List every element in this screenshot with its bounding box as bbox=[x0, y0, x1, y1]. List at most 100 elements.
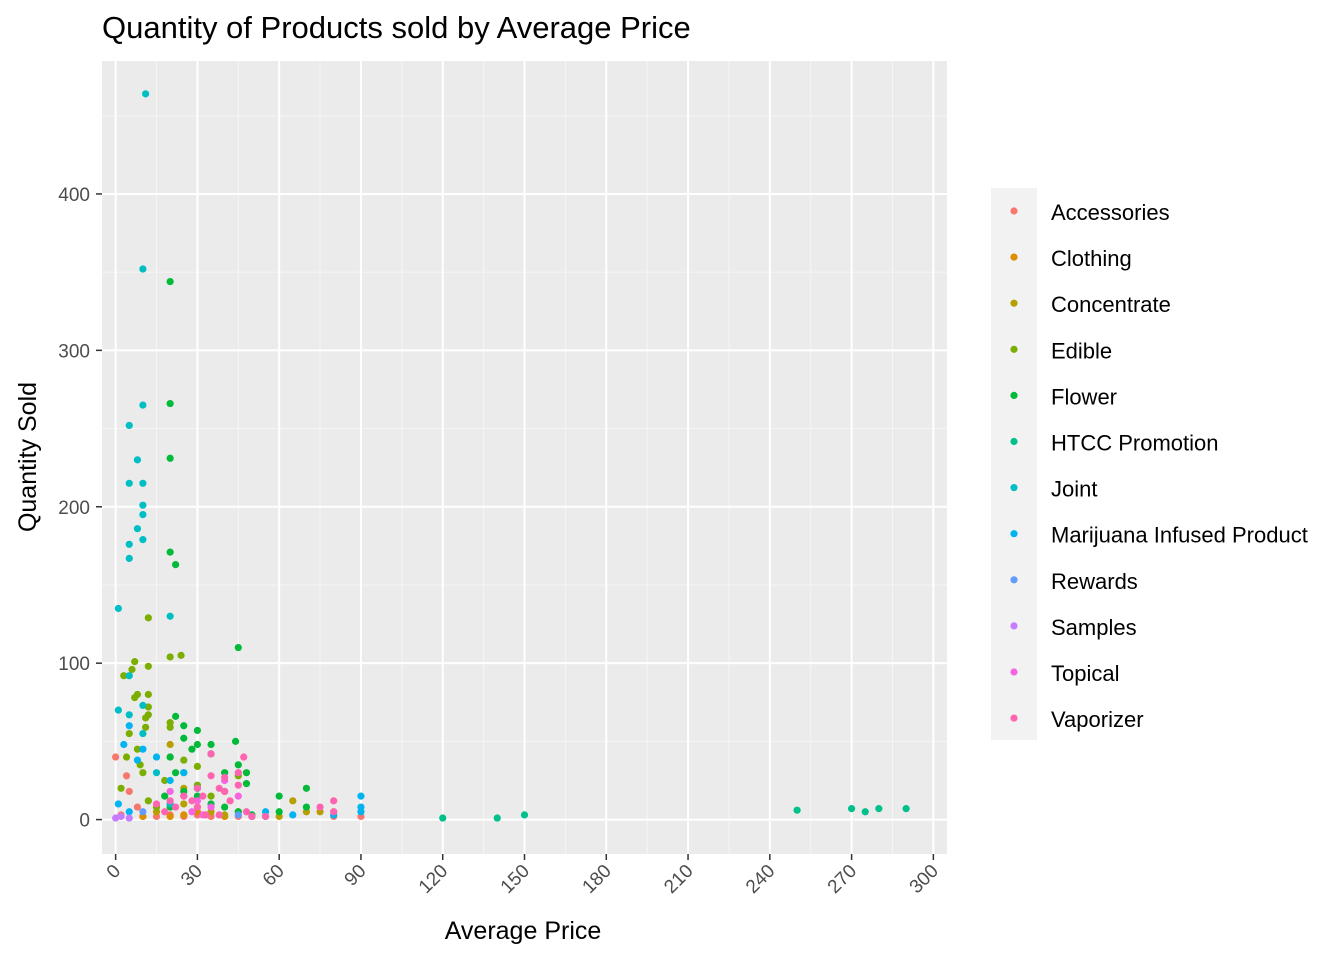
y-tick-label: 0 bbox=[79, 811, 90, 832]
data-point bbox=[193, 784, 202, 792]
legend-key bbox=[1010, 714, 1018, 722]
y-axis-title: Quantity Sold bbox=[14, 382, 42, 532]
data-point bbox=[133, 745, 142, 753]
data-point bbox=[234, 781, 242, 789]
data-point bbox=[139, 536, 147, 544]
data-point bbox=[144, 690, 152, 699]
data-point bbox=[139, 808, 147, 816]
x-tick-label: 60 bbox=[259, 861, 289, 891]
legend-key bbox=[1010, 576, 1018, 584]
data-point bbox=[144, 662, 152, 670]
data-point bbox=[357, 792, 365, 800]
data-point bbox=[144, 711, 152, 719]
data-point bbox=[152, 769, 161, 777]
legend-key bbox=[1010, 391, 1018, 399]
data-point bbox=[180, 811, 188, 819]
data-point bbox=[166, 776, 174, 785]
grid-major bbox=[102, 61, 947, 854]
data-point bbox=[133, 456, 142, 464]
data-point bbox=[166, 653, 174, 661]
data-point bbox=[125, 421, 133, 430]
data-point bbox=[215, 811, 223, 819]
legend-label: Flower bbox=[1051, 384, 1117, 409]
data-point bbox=[493, 814, 501, 822]
data-point bbox=[248, 812, 256, 821]
data-point bbox=[114, 706, 122, 714]
data-point bbox=[199, 792, 207, 800]
data-point bbox=[234, 792, 242, 800]
data-point bbox=[122, 772, 131, 780]
legend-key bbox=[1010, 484, 1018, 492]
data-point bbox=[166, 454, 174, 462]
data-point bbox=[142, 90, 150, 98]
x-tick-label: 30 bbox=[177, 861, 207, 891]
data-point bbox=[171, 769, 180, 777]
data-point bbox=[114, 604, 122, 613]
data-point bbox=[180, 769, 188, 777]
data-point bbox=[139, 745, 147, 753]
data-point bbox=[875, 805, 883, 813]
data-point bbox=[139, 701, 147, 710]
data-point bbox=[120, 740, 128, 749]
legend-key bbox=[1010, 299, 1018, 307]
x-tick-label: 150 bbox=[497, 861, 534, 898]
data-point bbox=[234, 761, 242, 769]
x-tick-label: 270 bbox=[824, 861, 861, 898]
data-point bbox=[139, 265, 147, 273]
y-tick-label: 400 bbox=[58, 185, 90, 206]
data-point bbox=[275, 792, 283, 800]
data-point bbox=[125, 672, 133, 680]
data-point bbox=[188, 745, 196, 753]
data-point bbox=[188, 808, 196, 816]
data-point bbox=[125, 554, 133, 562]
x-tick-label: 180 bbox=[579, 861, 616, 898]
legend-label: Accessories bbox=[1051, 200, 1170, 225]
data-point bbox=[120, 672, 128, 680]
data-point bbox=[207, 803, 215, 811]
data-point bbox=[177, 651, 185, 659]
legend-key bbox=[1010, 345, 1018, 353]
data-point bbox=[125, 722, 133, 730]
data-point bbox=[128, 665, 136, 674]
chart-title: Quantity of Products sold by Average Pri… bbox=[102, 10, 691, 45]
data-point bbox=[201, 811, 210, 819]
legend-label: Marijuana Infused Product bbox=[1051, 523, 1308, 548]
data-point bbox=[125, 729, 133, 738]
x-tick-label: 120 bbox=[415, 861, 452, 898]
data-point bbox=[144, 703, 152, 711]
legend-key bbox=[1010, 668, 1018, 676]
data-point bbox=[166, 740, 174, 749]
data-point bbox=[188, 797, 196, 805]
data-point bbox=[275, 808, 283, 816]
data-point bbox=[289, 811, 297, 819]
legend-label: HTCC Promotion bbox=[1051, 431, 1218, 456]
data-point bbox=[139, 729, 147, 738]
data-point bbox=[193, 797, 202, 805]
data-point bbox=[234, 811, 242, 819]
data-point bbox=[180, 734, 188, 742]
data-point bbox=[139, 479, 147, 487]
data-point bbox=[125, 479, 133, 487]
data-point bbox=[231, 737, 240, 745]
data-point bbox=[289, 797, 297, 805]
data-point bbox=[166, 797, 174, 805]
legend-label: Joint bbox=[1051, 477, 1097, 502]
data-point bbox=[142, 723, 150, 731]
data-point bbox=[166, 787, 174, 796]
data-point bbox=[226, 797, 234, 805]
data-point bbox=[171, 803, 180, 811]
data-point bbox=[125, 540, 133, 548]
data-point bbox=[171, 712, 180, 720]
data-point bbox=[112, 753, 120, 761]
data-point bbox=[302, 784, 311, 792]
data-point bbox=[133, 803, 142, 811]
data-point bbox=[144, 797, 152, 805]
data-point bbox=[125, 814, 133, 822]
data-point bbox=[439, 814, 447, 822]
data-point bbox=[207, 750, 215, 758]
data-point bbox=[207, 740, 215, 749]
legend-key bbox=[1010, 253, 1018, 261]
data-point bbox=[221, 787, 229, 796]
data-point bbox=[144, 614, 152, 622]
